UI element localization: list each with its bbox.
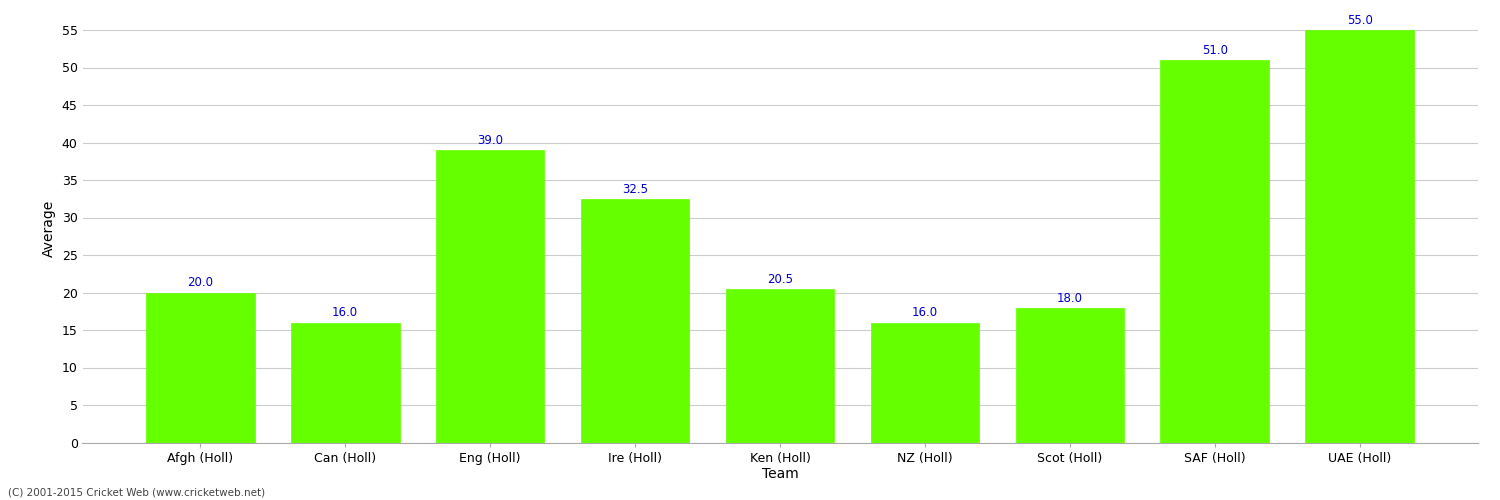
Text: 39.0: 39.0	[477, 134, 502, 147]
Bar	[726, 289, 834, 442]
Bar	[1161, 60, 1269, 442]
X-axis label: Team: Team	[762, 468, 798, 481]
Text: (C) 2001-2015 Cricket Web (www.cricketweb.net): (C) 2001-2015 Cricket Web (www.cricketwe…	[8, 488, 264, 498]
Bar	[1016, 308, 1124, 442]
Text: 51.0: 51.0	[1202, 44, 1228, 57]
Text: 18.0: 18.0	[1058, 292, 1083, 304]
Text: 55.0: 55.0	[1347, 14, 1372, 27]
Text: 20.5: 20.5	[766, 273, 794, 286]
Bar	[436, 150, 544, 442]
Bar	[580, 198, 690, 442]
Text: 20.0: 20.0	[188, 276, 213, 289]
Text: 16.0: 16.0	[332, 306, 358, 320]
Bar	[146, 292, 255, 442]
Bar	[291, 322, 399, 442]
Text: 16.0: 16.0	[912, 306, 938, 320]
Text: 32.5: 32.5	[622, 182, 648, 196]
Y-axis label: Average: Average	[42, 200, 56, 258]
Bar	[870, 322, 980, 442]
Bar	[1305, 30, 1414, 442]
